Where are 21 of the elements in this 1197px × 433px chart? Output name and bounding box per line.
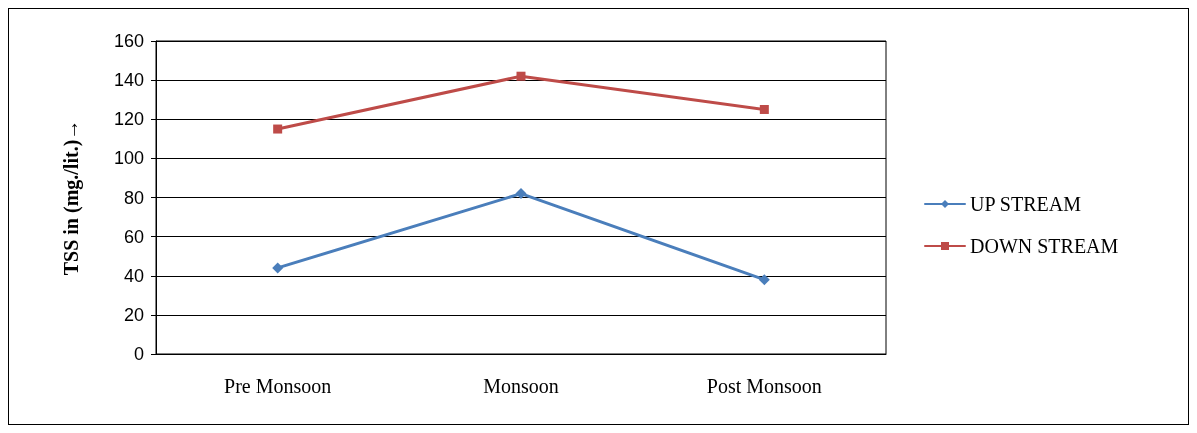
point	[759, 104, 769, 114]
point	[515, 188, 527, 200]
y-tick-label: 0	[133, 344, 144, 364]
x-tick-label: Pre Monsoon	[224, 375, 332, 397]
y-tick-label: 160	[113, 31, 144, 51]
x-tick-label: Post Monsoon	[706, 375, 822, 397]
point	[272, 262, 284, 274]
point	[758, 274, 770, 286]
y-tick-label: 140	[113, 70, 144, 91]
y-tick-label: 60	[123, 226, 144, 247]
y-tick-label: 80	[123, 187, 144, 208]
y-tick-label: 20	[123, 304, 144, 325]
y-tick-label: 120	[113, 109, 144, 130]
legend-label: DOWN STREAM	[970, 235, 1119, 257]
point	[273, 124, 283, 134]
y-tick-label: 40	[123, 265, 144, 286]
legend-label: UP STREAM	[970, 193, 1082, 215]
point	[516, 71, 526, 81]
x-tick-label: Monsoon	[483, 375, 559, 397]
y-axis-title: TSS in (mg./lit.)→	[60, 119, 83, 276]
y-tick-label: 100	[113, 148, 144, 169]
